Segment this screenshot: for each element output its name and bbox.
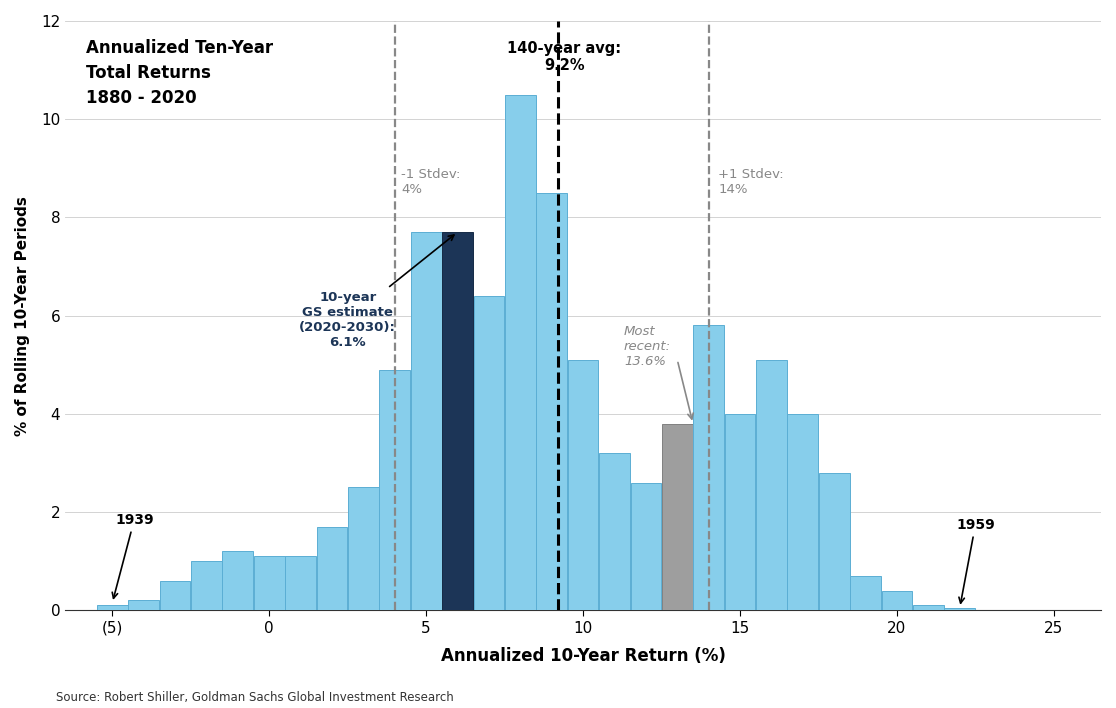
Bar <box>537 193 567 610</box>
Bar <box>599 453 629 610</box>
Text: 10-year
GS estimate
(2020-2030):
6.1%: 10-year GS estimate (2020-2030): 6.1% <box>299 235 454 349</box>
Bar <box>662 423 693 610</box>
Bar <box>411 232 442 610</box>
Bar <box>882 590 913 610</box>
Bar <box>724 413 756 610</box>
Bar <box>568 360 598 610</box>
Text: 140-year avg:
9.2%: 140-year avg: 9.2% <box>507 40 622 73</box>
Bar <box>160 581 191 610</box>
Bar <box>97 605 127 610</box>
Bar <box>788 413 818 610</box>
Text: 1959: 1959 <box>956 518 994 603</box>
Bar <box>128 600 160 610</box>
Text: Most
recent:
13.6%: Most recent: 13.6% <box>624 326 671 368</box>
Bar <box>913 605 944 610</box>
Text: Source: Robert Shiller, Goldman Sachs Global Investment Research: Source: Robert Shiller, Goldman Sachs Gl… <box>56 691 453 704</box>
Bar <box>693 326 724 610</box>
Bar <box>756 360 787 610</box>
Bar <box>504 95 536 610</box>
Bar <box>442 232 473 610</box>
Bar <box>286 556 316 610</box>
Bar <box>850 576 881 610</box>
Text: 1939: 1939 <box>113 513 154 598</box>
Text: Annualized Ten-Year
Total Returns
1880 - 2020: Annualized Ten-Year Total Returns 1880 -… <box>86 39 273 107</box>
Bar <box>348 487 378 610</box>
Bar <box>253 556 285 610</box>
Bar <box>473 296 504 610</box>
X-axis label: Annualized 10-Year Return (%): Annualized 10-Year Return (%) <box>441 646 725 665</box>
Bar <box>944 607 975 610</box>
Bar <box>222 552 253 610</box>
Bar <box>379 370 411 610</box>
Bar <box>317 527 347 610</box>
Bar <box>819 473 849 610</box>
Bar <box>631 483 662 610</box>
Y-axis label: % of Rolling 10-Year Periods: % of Rolling 10-Year Periods <box>15 195 30 435</box>
Text: -1 Stdev:
4%: -1 Stdev: 4% <box>401 169 461 196</box>
Text: +1 Stdev:
14%: +1 Stdev: 14% <box>718 169 783 196</box>
Bar <box>191 561 222 610</box>
